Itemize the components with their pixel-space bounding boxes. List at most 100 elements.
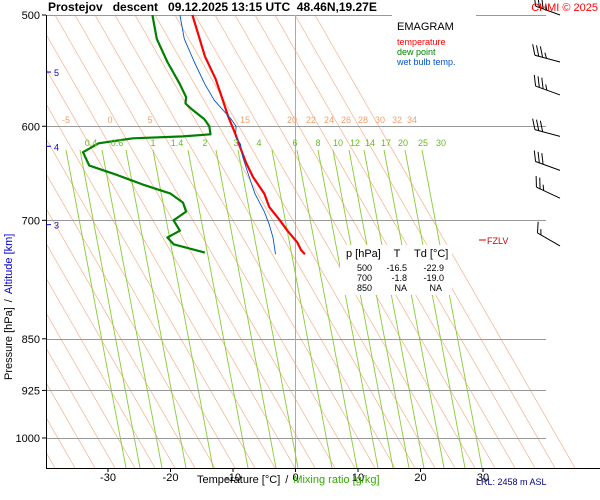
mixing-ratio-label: 4 [256,138,261,148]
table-header-td: Td [°C] [414,248,448,260]
wind-barb-staff [537,232,561,247]
wind-barb-half-flag [540,229,542,235]
dry-adiabat-label: 0 [107,115,112,125]
mixing-ratio-line [65,149,127,468]
table-header-p: p [hPa] [346,248,381,260]
dry-adiabat-line [46,381,96,468]
temperature-ticks: -30 -20 -10 0 10 20 30 [100,468,489,484]
dry-adiabat-line [94,15,356,468]
wind-barb-flag [536,119,540,131]
mixing-ratio-line [79,149,141,468]
temperature-tick-label--20: -20 [163,472,179,484]
wind-barb-flag [533,150,537,162]
dry-adiabat-label: 28 [358,115,368,125]
pressure-tick-label-1000: 1000 [16,433,40,445]
wind-barb-half-flag [545,84,548,91]
mixing-ratio-line [404,149,466,468]
wind-barb-flag [537,0,540,8]
wind-barb-flag [532,118,536,130]
dry-adiabat-line [46,33,296,468]
legend-dew-point: dew point [397,47,436,57]
pressure-ticks: 500 600 700 850 925 1000 [16,10,46,445]
wind-barb-flag [541,0,544,9]
y-axis-title-separator: / [3,298,15,302]
dry-adiabat-line [274,15,536,468]
wind-barb-flag [533,74,537,87]
wind-barb-flag [532,44,536,56]
wind-barb-675 [535,175,561,199]
pressure-tick-label-700: 700 [22,215,40,227]
dry-adiabat-line [46,68,276,468]
dry-adiabat-line [114,15,376,468]
wind-barb-flag [541,77,544,89]
dry-adiabat-line [174,15,436,468]
table-row-500-td: -22.9 [423,263,444,273]
wind-barb-flag [537,76,540,88]
mixing-ratio-line [215,149,277,468]
mixing-ratio-label: 0.4 [85,138,98,148]
mixing-ratio-label: 0.6 [111,138,124,148]
mixing-ratio-label: 10 [333,138,343,148]
mixing-ratio-line [271,149,333,468]
wind-barb-610 [532,118,561,137]
dry-adiabat-label: -5 [62,115,70,125]
mixing-ratio-label: 20 [398,138,408,148]
table-row-850-td: NA [429,283,442,293]
dry-adiabats [46,15,576,468]
wind-barb-540 [532,44,561,63]
dry-adiabat-label: 32 [392,115,402,125]
series-wet-bulb-temp [179,14,276,255]
table-row-850-t: NA [394,283,407,293]
temperature-tick-label-20: 20 [414,472,426,484]
dry-adiabat-line [46,103,256,468]
dry-adiabat-line [314,15,576,468]
mixing-ratio-line [152,149,214,468]
pressure-tick-label-600: 600 [22,121,40,133]
dry-adiabat-line [214,15,476,468]
mixing-ratio-line [237,149,299,468]
wind-barb-staff [535,161,561,171]
dry-adiabat-line [46,242,176,468]
legend-title: EMAGRAM [397,21,454,33]
dry-adiabat-line [46,312,136,468]
mixing-ratio-line [363,149,425,468]
dry-adiabat-line [54,15,316,468]
wind-barb-flag [537,151,540,163]
chart-title: Prostejov descent 09.12.2025 13:15 UTC 4… [48,0,377,14]
wind-barb-flag [539,120,544,132]
table-row-700-t: -1.8 [391,273,407,283]
mixing-ratio-line [383,149,445,468]
table-row-700-td: -19.0 [423,273,444,283]
mixing-ratio-label: 1 [150,138,155,148]
dry-adiabat-label: 5 [147,115,152,125]
lrl-label: LRL: 2458 m ASL [476,477,547,487]
dry-adiabat-line [46,207,196,468]
wind-barb-flag [539,177,541,189]
wind-barb-flag [535,175,537,188]
wind-barb-staff [534,129,561,137]
wind-barb-flag [533,0,537,7]
pressure-tick-label-500: 500 [22,10,40,22]
x-axis-title-separator: / [285,474,289,486]
table-row-850-p: 850 [357,283,372,293]
legend-wet-bulb: wet bulb temp. [396,57,456,67]
mixing-ratio-line [332,149,394,468]
values-table-bg [340,245,452,295]
legend-box [392,15,476,72]
y-axis-title-pressure: Pressure [hPa] [3,307,15,380]
temperature-tick-label--30: -30 [100,472,116,484]
wind-barb-645 [533,150,561,171]
mixing-ratio-lines [65,149,483,468]
wind-barb-flag [539,46,544,58]
x-axis-title-temperature: Temperature [°C] [197,474,280,486]
wind-barb-half-flag [545,4,548,11]
dry-adiabat-label: 24 [324,115,334,125]
dry-adiabat-line [254,15,516,468]
series-dew-point [81,14,212,254]
dry-adiabat-label: 20 [287,115,297,125]
table-row-500-p: 500 [357,263,372,273]
mixing-ratio-label: 12 [350,138,360,148]
dry-adiabat-label: 34 [407,115,417,125]
x-axis-title-mixing: Mixing ratio [g/kg] [293,474,379,486]
